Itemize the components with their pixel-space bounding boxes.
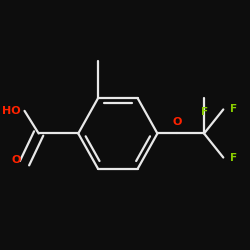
Text: HO: HO (2, 106, 21, 116)
Text: F: F (230, 152, 237, 162)
Text: F: F (230, 104, 237, 115)
Text: O: O (11, 155, 21, 165)
Text: O: O (172, 117, 182, 127)
Text: F: F (200, 106, 208, 117)
